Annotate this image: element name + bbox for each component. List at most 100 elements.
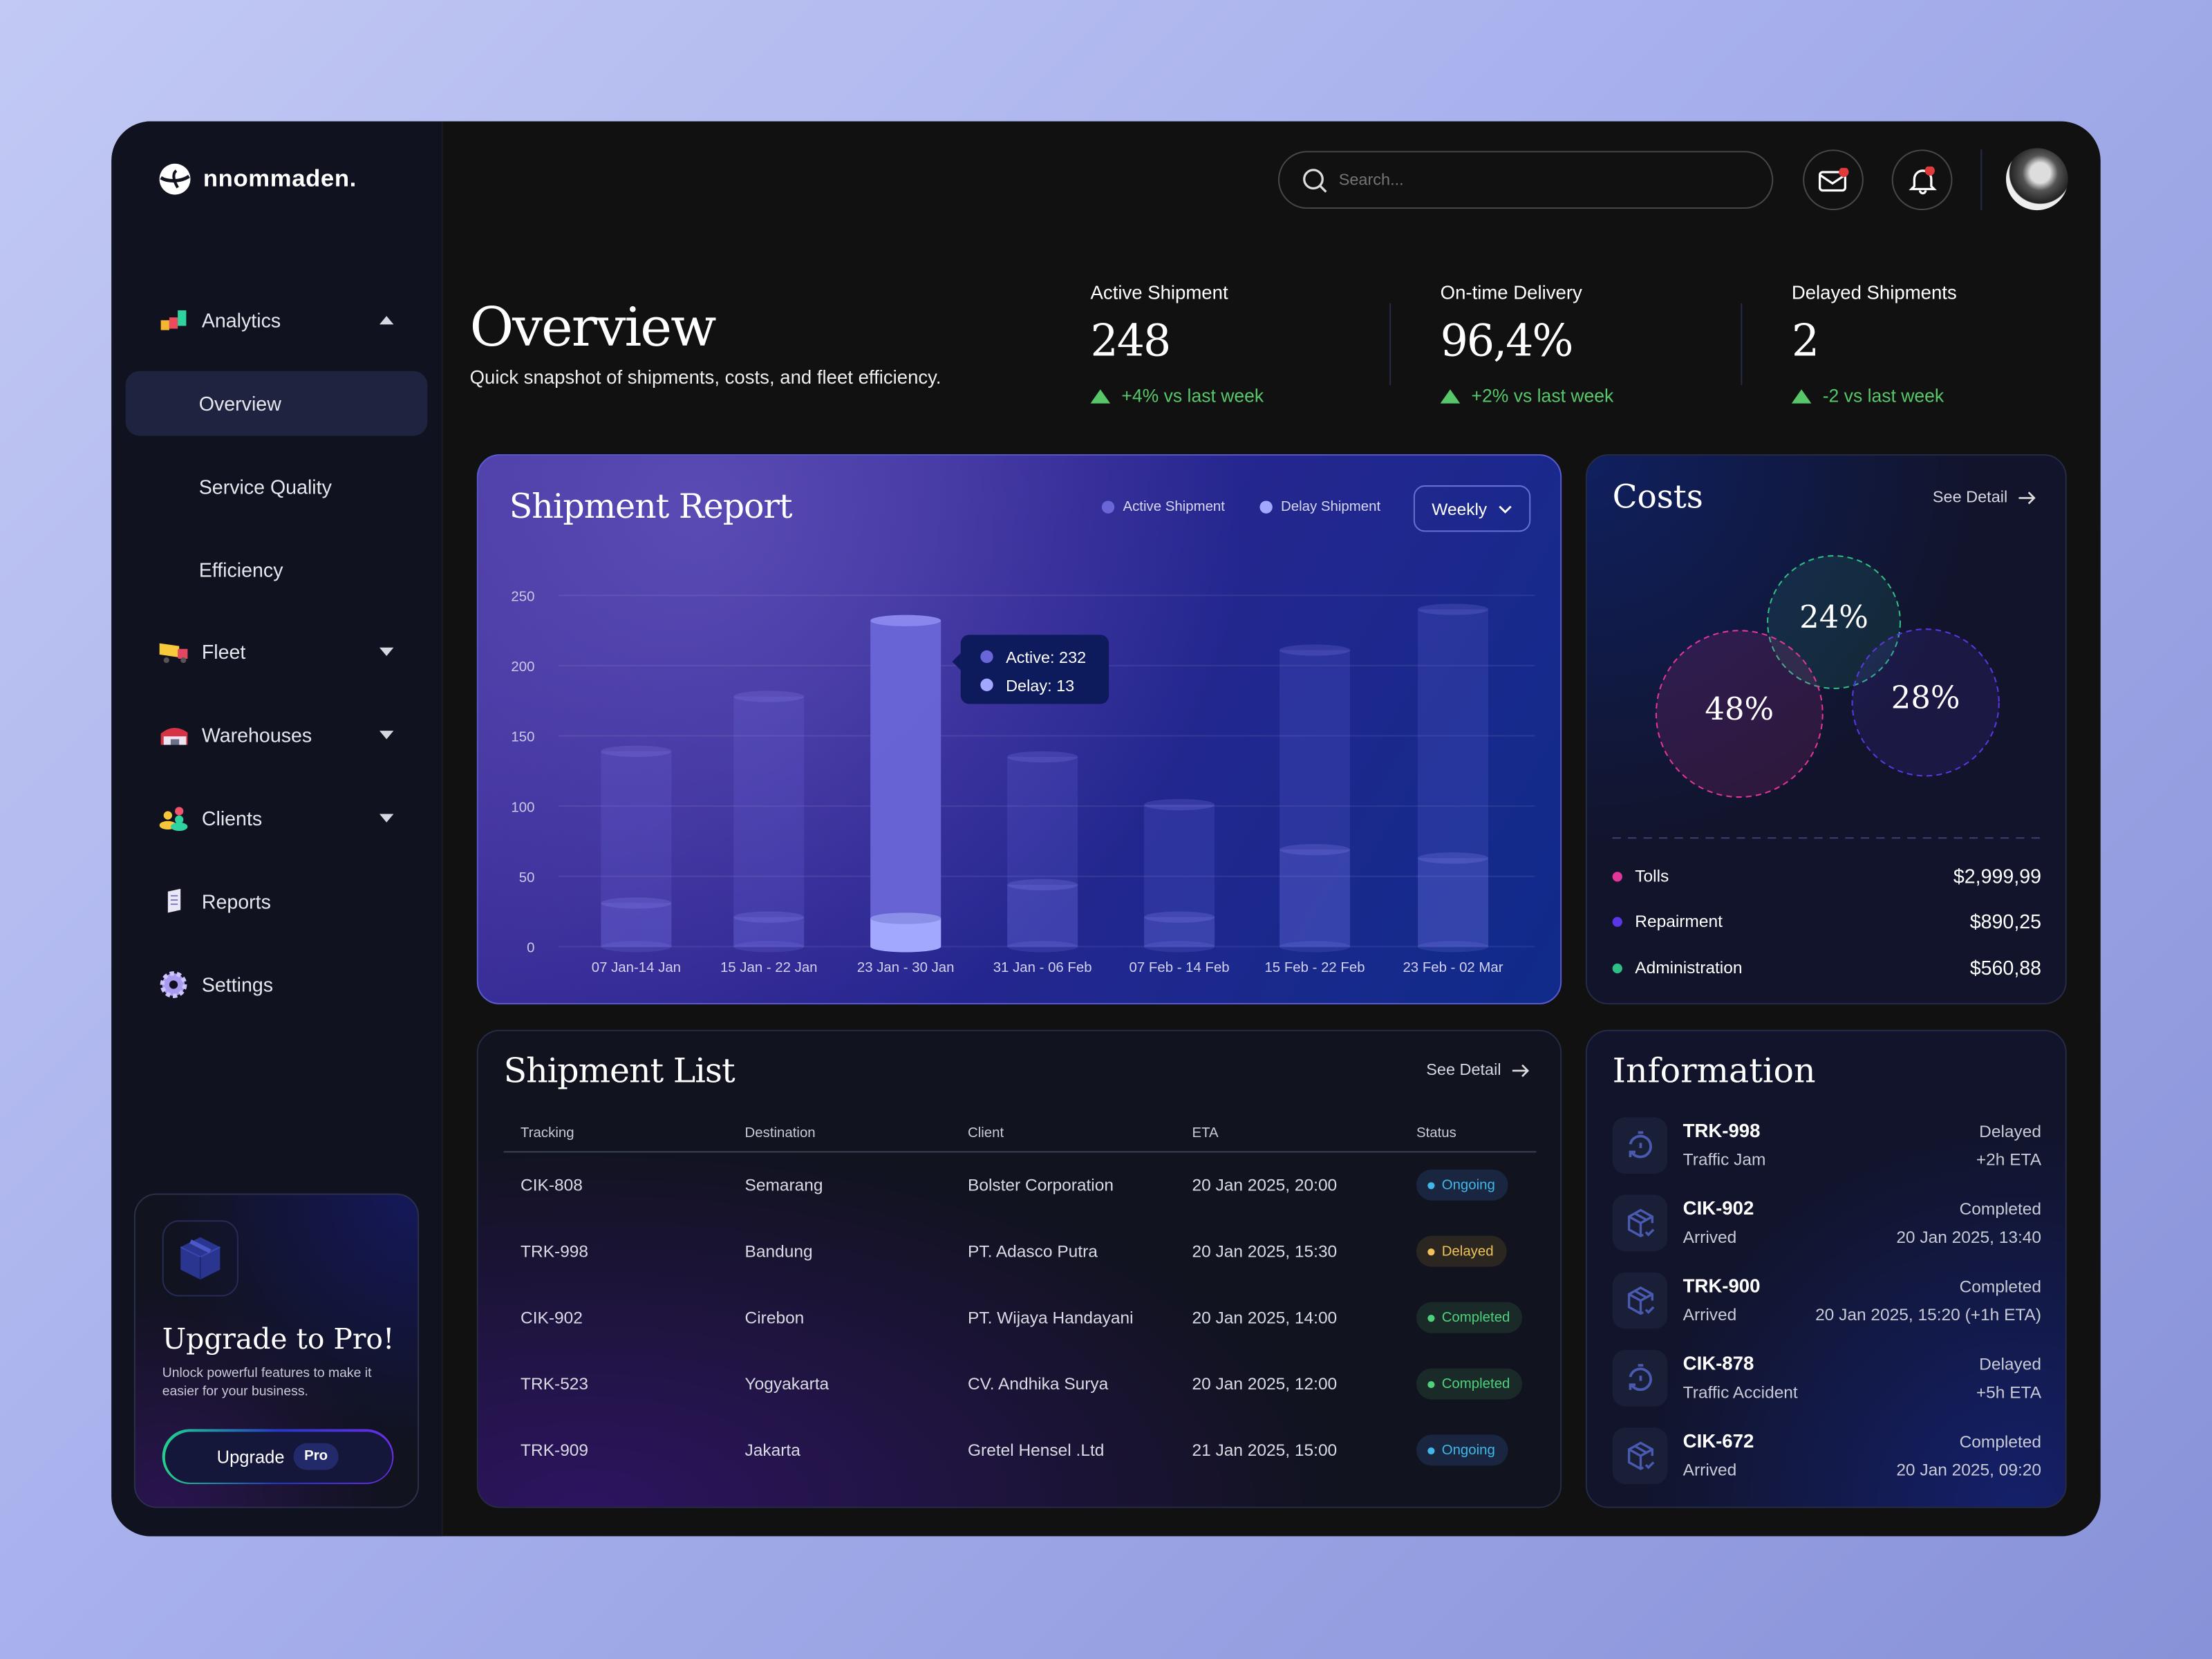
avatar[interactable] bbox=[2006, 148, 2068, 211]
bell-icon bbox=[1908, 165, 1936, 194]
column-header-status[interactable]: Status bbox=[1416, 1125, 1456, 1142]
bar-delay[interactable] bbox=[1280, 850, 1351, 947]
sidebar-item-service-quality[interactable]: Service Quality bbox=[126, 454, 428, 519]
info-id: CIK-902 bbox=[1683, 1197, 1754, 1219]
costs-card: Costs See Detail 24% 48% 28% Tolls $2,999… bbox=[1585, 454, 2067, 1005]
bar-active[interactable] bbox=[601, 751, 672, 947]
sidebar-item-efficiency[interactable]: Efficiency bbox=[126, 538, 428, 603]
info-detail: 20 Jan 2025, 15:20 (+1h ETA) bbox=[1815, 1304, 2042, 1325]
bar-active[interactable] bbox=[1007, 756, 1078, 947]
info-item[interactable]: CIK-672 Arrived Completed 20 Jan 2025, 09:2… bbox=[1612, 1427, 2041, 1484]
chevron-down-icon bbox=[379, 647, 394, 656]
bar-group[interactable] bbox=[1007, 751, 1078, 953]
bar-group[interactable] bbox=[870, 615, 941, 953]
table-row[interactable]: CIK-902 Cirebon PT. Wijaya Handayani 20 Jan… bbox=[478, 1298, 1560, 1338]
bar-active[interactable] bbox=[870, 620, 941, 947]
stat-value: 248 bbox=[1090, 316, 1172, 367]
costs-see-detail[interactable]: See Detail bbox=[1933, 489, 2036, 507]
bar-group[interactable] bbox=[601, 745, 672, 953]
legend-delay: Delay Shipment bbox=[1259, 499, 1380, 515]
bar-active-top bbox=[1280, 644, 1351, 656]
status-text: Completed bbox=[1441, 1376, 1510, 1392]
brand-name: nnommaden. bbox=[203, 165, 357, 192]
table-row[interactable]: TRK-998 Bandung PT. Adasco Putra 20 Jan 202… bbox=[478, 1232, 1560, 1271]
bar-active[interactable] bbox=[1418, 609, 1489, 947]
info-reason: Traffic Accident bbox=[1683, 1382, 1798, 1403]
mail-icon bbox=[1817, 167, 1848, 191]
cell-destination: Yogyakarta bbox=[744, 1374, 830, 1394]
bar-delay[interactable] bbox=[733, 917, 805, 947]
column-header-client[interactable]: Client bbox=[967, 1125, 1004, 1142]
column-header-tracking[interactable]: Tracking bbox=[521, 1125, 574, 1142]
status-text: Ongoing bbox=[1441, 1442, 1495, 1459]
header-divider bbox=[1980, 149, 1983, 211]
search-bar[interactable] bbox=[1277, 151, 1774, 209]
cost-label: Repairment bbox=[1635, 911, 1723, 931]
shipment-list-title: Shipment List bbox=[503, 1051, 735, 1091]
bar-active[interactable] bbox=[733, 696, 805, 947]
bar-active-top bbox=[1418, 603, 1489, 615]
bar-group[interactable] bbox=[733, 691, 805, 953]
sidebar-item-label: Reports bbox=[201, 890, 271, 913]
cell-client: Gretel Hensel .Ltd bbox=[967, 1440, 1105, 1461]
sidebar-item-reports[interactable]: Reports bbox=[126, 869, 428, 934]
package-check-icon bbox=[1612, 1427, 1668, 1484]
bar-delay[interactable] bbox=[601, 903, 672, 947]
y-tick-label: 50 bbox=[519, 870, 535, 885]
status-dot bbox=[1427, 1446, 1435, 1454]
notifications-button[interactable] bbox=[1891, 149, 1953, 211]
info-reason: Arrived bbox=[1683, 1460, 1737, 1480]
shipments-see-detail[interactable]: See Detail bbox=[1426, 1062, 1530, 1079]
cell-tracking: TRK-998 bbox=[521, 1241, 589, 1262]
sidebar-item-analytics[interactable]: Analytics bbox=[126, 288, 428, 353]
table-row[interactable]: TRK-909 Jakarta Gretel Hensel .Ltd 21 Jan 2… bbox=[478, 1430, 1560, 1470]
mail-button[interactable] bbox=[1803, 149, 1864, 211]
cell-tracking: CIK-902 bbox=[521, 1307, 583, 1328]
column-header-eta[interactable]: ETA bbox=[1192, 1125, 1219, 1142]
sidebar-item-clients[interactable]: Clients bbox=[126, 786, 428, 851]
bar-delay-top bbox=[1144, 911, 1215, 923]
sidebar-item-settings[interactable]: Settings bbox=[126, 953, 428, 1018]
info-item[interactable]: CIK-902 Arrived Completed 20 Jan 2025, 13:4… bbox=[1612, 1194, 2041, 1252]
brand-logo[interactable]: nnommaden. bbox=[158, 162, 357, 196]
bar-group[interactable] bbox=[1144, 798, 1215, 953]
period-dropdown[interactable]: Weekly bbox=[1413, 485, 1531, 532]
cell-destination: Jakarta bbox=[744, 1440, 800, 1461]
bar-group[interactable] bbox=[1280, 644, 1351, 953]
cost-amount: $890,25 bbox=[1969, 910, 2042, 932]
sidebar-item-fleet[interactable]: Fleet bbox=[126, 619, 428, 684]
shipment-report-card: Shipment Report Active Shipment Delay Sh… bbox=[476, 454, 1562, 1005]
period-label: Weekly bbox=[1432, 498, 1488, 518]
table-row[interactable]: TRK-523 Yogyakarta CV. Andhika Surya 20 Jan… bbox=[478, 1364, 1560, 1403]
y-tick-label: 100 bbox=[511, 800, 534, 815]
sidebar-item-overview[interactable]: Overview bbox=[125, 371, 428, 436]
cost-label: Tolls bbox=[1635, 866, 1669, 886]
info-item[interactable]: TRK-998 Traffic Jam Delayed +2h ETA bbox=[1612, 1117, 2041, 1174]
sidebar-item-warehouses[interactable]: Warehouses bbox=[126, 702, 428, 767]
arrow-right-icon bbox=[2018, 491, 2036, 505]
column-header-destination[interactable]: Destination bbox=[744, 1125, 816, 1142]
info-item[interactable]: TRK-900 Arrived Completed 20 Jan 2025, 15:2… bbox=[1612, 1272, 2042, 1329]
search-input[interactable] bbox=[1338, 171, 1748, 189]
bar-delay[interactable] bbox=[1418, 858, 1489, 947]
status-text: Completed bbox=[1441, 1309, 1510, 1326]
chevron-down-icon bbox=[379, 731, 394, 740]
upgrade-button[interactable]: Upgrade Pro bbox=[162, 1429, 394, 1484]
bar-delay[interactable] bbox=[1144, 917, 1215, 947]
bubble-administration bbox=[1767, 555, 1901, 689]
info-item[interactable]: CIK-878 Traffic Accident Delayed +5h ETA bbox=[1612, 1350, 2041, 1407]
bar-active[interactable] bbox=[1144, 805, 1215, 947]
bar-active[interactable] bbox=[1280, 650, 1351, 947]
cell-eta: 20 Jan 2025, 20:00 bbox=[1192, 1174, 1338, 1195]
chevron-down-icon bbox=[1499, 505, 1512, 513]
stat-value: 2 bbox=[1791, 316, 1819, 367]
bar-delay[interactable] bbox=[1007, 884, 1078, 947]
stat-divider bbox=[1389, 303, 1391, 386]
bar-group[interactable] bbox=[1418, 603, 1489, 953]
reports-icon bbox=[160, 888, 188, 916]
cell-tracking: TRK-909 bbox=[521, 1440, 589, 1461]
status-dot bbox=[1427, 1380, 1435, 1388]
table-row[interactable]: CIK-808 Semarang Bolster Corporation 20 Jan… bbox=[478, 1165, 1560, 1205]
x-tick-label: 23 Jan - 30 Jan bbox=[857, 960, 955, 975]
cost-swatch bbox=[1612, 963, 1622, 974]
